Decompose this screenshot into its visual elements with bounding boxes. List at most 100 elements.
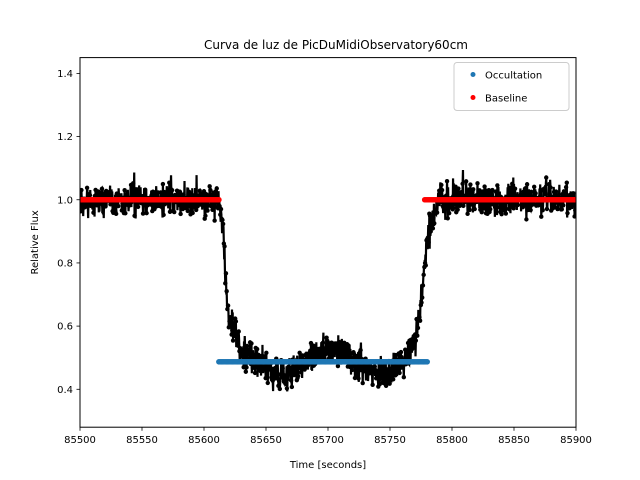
lightcurve-point [387,381,392,386]
lightcurve-point [144,210,149,216]
plot-area [80,170,576,392]
x-tick-label: 85700 [312,435,344,446]
occultation-point [424,359,431,365]
lightcurve-point [393,373,398,378]
lightcurve-point [288,367,293,372]
lightcurve-point [417,318,423,323]
lightcurve-point [346,343,351,348]
lightcurve-point [181,192,186,197]
lightcurve-point [161,212,166,218]
lightcurve-point [230,338,236,343]
lightcurve-point [482,184,487,189]
x-tick-label: 85750 [374,435,406,446]
lightcurve-point [185,208,190,214]
lightcurve-point [390,377,396,382]
y-tick-label: 1.2 [57,132,73,143]
lightcurve-point [310,347,315,352]
lightcurve-point [254,346,260,352]
lightcurve-point [573,208,576,213]
lightcurve-point [356,376,361,381]
lightcurve-point [273,365,278,370]
lightcurve-point [218,212,223,217]
lightcurve-point [99,186,105,191]
lightcurve-point [477,188,482,193]
lightcurve-point [468,182,473,187]
lightcurve-point [123,211,128,216]
chart-title: Curva de luz de PicDuMidiObservatory60cm [204,38,468,52]
lightcurve-point [159,205,165,210]
lightcurve-point [360,380,365,386]
x-axis-label: Time [seconds] [289,460,366,471]
lightcurve-point [169,187,175,193]
lightcurve-point [561,203,566,208]
lightcurve-point [172,209,177,215]
lightcurve-point [235,336,240,341]
x-tick-label: 85900 [560,435,592,446]
lightcurve-point [194,207,199,213]
lightcurve-point [208,187,213,193]
lightcurve-point [475,181,480,186]
lightcurve-point [288,378,294,383]
lightcurve-point [451,205,456,211]
lightcurve-point [236,329,241,334]
lightcurve-point [419,300,424,305]
lightcurve-point [87,192,93,198]
lightcurve-point [471,187,476,192]
lightcurve-point [245,343,250,349]
lightcurve-point [512,203,517,208]
y-tick-label: 0.6 [57,322,73,333]
lightcurve-point [572,214,576,219]
lightcurve-point [230,328,235,333]
lightcurve-point [383,383,389,388]
lightcurve-point [559,207,565,212]
lightcurve-point [111,201,117,207]
lightcurve-point [152,207,157,212]
lightcurve-point [283,378,289,383]
lightcurve-point [250,365,256,371]
x-axis: 85500 85550 85600 85650 85700 85750 85800 85850… [64,427,592,446]
lightcurve-point [413,338,419,343]
lightcurve-point [206,203,211,208]
lightcurve-point [126,203,132,208]
lightcurve-point [113,211,119,217]
lightcurve-point [80,209,83,214]
lightcurve-point [466,188,471,193]
lightcurve-point [423,263,428,268]
lightcurve-point [501,208,506,213]
lightcurve-point [249,352,255,358]
lightcurve-point [508,185,514,190]
lightcurve-point [528,207,533,213]
lightcurve-point [564,180,569,185]
lightcurve-point [320,340,326,345]
lightcurve-point [573,204,576,209]
lightcurve-point [296,373,301,379]
lightcurve-point [218,206,224,212]
lightcurve-point [399,354,404,360]
lightcurve-point [420,283,426,288]
lightcurve-point [339,343,344,348]
lightcurve-point [225,303,231,308]
lightcurve-point [130,181,136,186]
lightcurve-point [405,352,410,358]
lightcurve-point [481,206,487,211]
lightcurve-point [167,180,172,185]
lightcurve-point [160,181,166,187]
lightcurve-point [425,235,431,240]
lightcurve-point [495,183,500,188]
lightcurve-point [512,186,518,191]
lightcurve-point [460,181,465,186]
lightcurve-point [323,351,329,357]
lightcurve-point [302,367,307,372]
lightcurve-point [228,315,233,320]
lightcurve-point [420,295,425,300]
lightcurve-point [319,352,324,358]
lightcurve-point [464,192,470,197]
baseline-points [80,196,576,203]
lightcurve-point [543,190,548,196]
lightcurve-point [509,193,514,198]
y-tick-label: 0.8 [57,258,73,269]
lightcurve-point [244,365,249,370]
lightcurve-point [467,207,472,213]
lightcurve-point [352,352,357,357]
